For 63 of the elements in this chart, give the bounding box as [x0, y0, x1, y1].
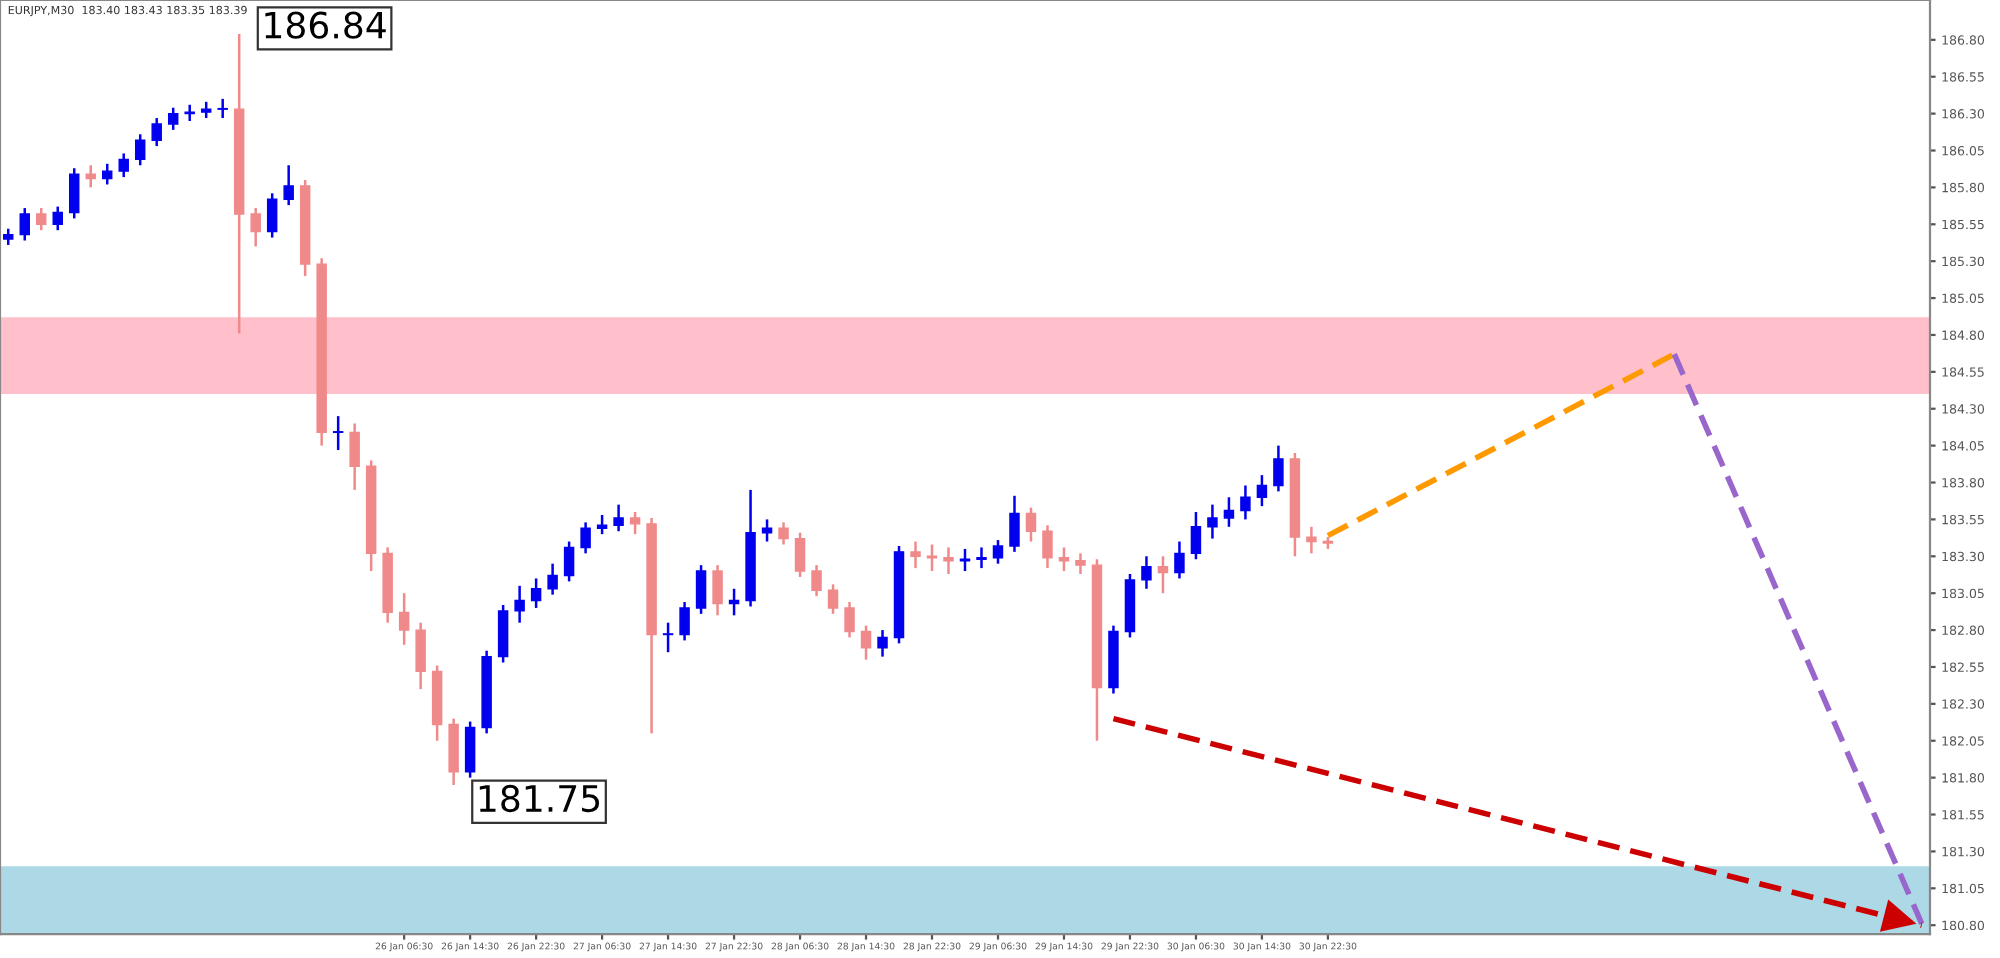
annotation: 181.75 — [479, 784, 600, 813]
candlestick — [1009, 494, 1020, 554]
candlestick — [1273, 444, 1284, 493]
candlestick — [695, 563, 707, 616]
candlestick — [1025, 506, 1037, 543]
candlestick — [613, 503, 624, 533]
candlestick — [794, 531, 806, 579]
candlestick — [217, 97, 228, 120]
candlestick — [1223, 496, 1235, 529]
candlestick — [629, 510, 641, 536]
candlestick — [1174, 540, 1185, 580]
candlestick — [19, 206, 30, 242]
candlestick — [184, 103, 195, 123]
candlestick — [36, 206, 47, 232]
candlestick — [580, 521, 591, 555]
candlestick — [563, 540, 575, 583]
candlestick — [52, 205, 63, 232]
candlestick — [497, 603, 509, 664]
candlestick — [1042, 524, 1053, 570]
candlestick — [910, 540, 921, 570]
candlestick — [844, 600, 855, 639]
candlestick — [101, 162, 113, 186]
candlestick — [547, 562, 558, 596]
candlestick — [943, 546, 954, 576]
candlestick — [860, 624, 872, 661]
candlestick — [778, 521, 789, 546]
candlestick — [827, 583, 839, 616]
candlestick — [1207, 503, 1218, 540]
candlestick — [266, 192, 278, 239]
annotation: 186.84 — [265, 11, 386, 39]
candlestick — [1075, 552, 1086, 576]
candlestick — [679, 600, 690, 642]
candlestick — [349, 422, 360, 492]
candlestick — [596, 513, 608, 536]
candlestick — [877, 628, 888, 658]
candlestick — [1190, 510, 1202, 561]
candlestick — [1306, 525, 1317, 555]
candlestick — [530, 577, 542, 610]
candlestick — [1240, 484, 1251, 521]
candlestick — [167, 106, 179, 132]
candlestick — [1256, 473, 1268, 508]
candlestick — [415, 621, 426, 691]
candlestick — [448, 717, 459, 787]
candlestick — [250, 206, 261, 248]
candlestick — [283, 164, 294, 207]
candlestick — [514, 584, 525, 624]
candlestick — [85, 164, 96, 189]
candlestick — [1141, 555, 1152, 591]
candlestick — [1058, 546, 1070, 573]
candlestick — [134, 133, 146, 167]
candlestick — [68, 166, 80, 220]
candlestick — [1157, 555, 1169, 595]
candlestick — [976, 546, 987, 570]
candlestick — [464, 720, 476, 779]
candlestick — [398, 591, 410, 647]
candlestick — [992, 538, 1004, 565]
candlestick — [118, 152, 129, 179]
candlestick — [662, 621, 674, 654]
candlestick — [712, 563, 723, 617]
candlestick — [811, 563, 822, 598]
candlestick — [728, 587, 740, 617]
candlestick — [151, 116, 162, 148]
candlestick — [332, 414, 344, 452]
